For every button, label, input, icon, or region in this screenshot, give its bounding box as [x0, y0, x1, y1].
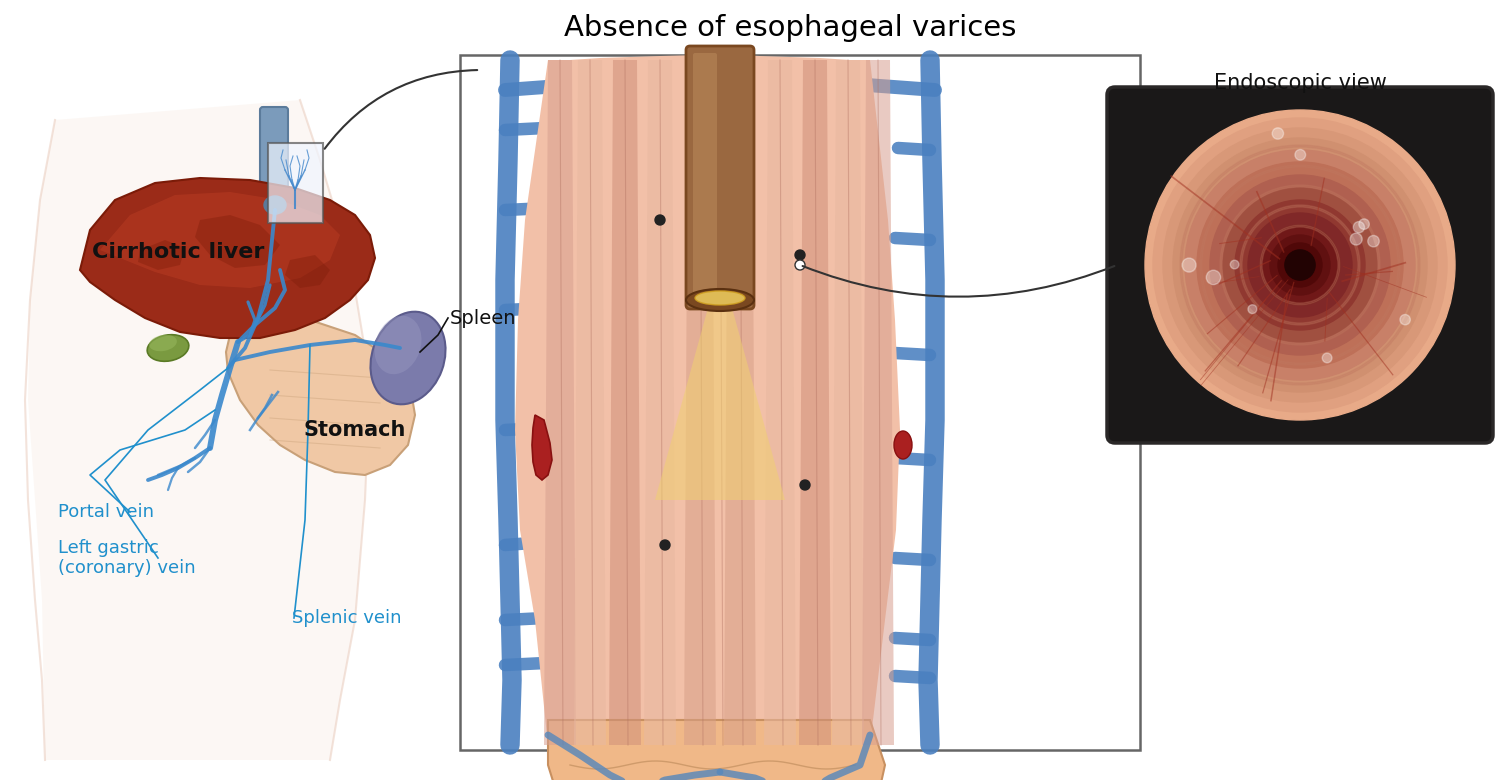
Ellipse shape [147, 335, 189, 361]
Polygon shape [656, 308, 784, 500]
Polygon shape [100, 192, 340, 288]
Circle shape [660, 540, 670, 550]
Polygon shape [28, 100, 370, 760]
Circle shape [1359, 219, 1370, 229]
Circle shape [1173, 138, 1426, 392]
FancyBboxPatch shape [686, 46, 754, 309]
Text: Splenic vein: Splenic vein [292, 609, 402, 627]
Polygon shape [644, 60, 676, 745]
Text: Cirrhotic liver: Cirrhotic liver [92, 242, 264, 262]
Polygon shape [285, 255, 330, 288]
Circle shape [1294, 150, 1305, 160]
Ellipse shape [148, 335, 177, 351]
Circle shape [1286, 250, 1316, 280]
Circle shape [1248, 305, 1257, 314]
Ellipse shape [686, 289, 754, 311]
Circle shape [1210, 175, 1390, 355]
Text: Left gastric
(coronary) vein: Left gastric (coronary) vein [58, 539, 195, 577]
Circle shape [1400, 314, 1410, 324]
Circle shape [795, 250, 806, 260]
Ellipse shape [375, 316, 422, 374]
FancyBboxPatch shape [1107, 87, 1492, 443]
Circle shape [1286, 250, 1316, 280]
Ellipse shape [370, 312, 446, 404]
Circle shape [1260, 225, 1340, 305]
Ellipse shape [894, 431, 912, 459]
Polygon shape [514, 55, 900, 745]
Polygon shape [833, 60, 864, 745]
Circle shape [1350, 233, 1362, 245]
Text: Endoscopic view: Endoscopic view [1214, 73, 1386, 93]
Polygon shape [800, 60, 831, 745]
Circle shape [800, 480, 810, 490]
Circle shape [1154, 118, 1448, 412]
Circle shape [1185, 150, 1414, 380]
Circle shape [1182, 258, 1196, 272]
Polygon shape [195, 215, 280, 268]
Polygon shape [226, 318, 416, 475]
Bar [268, 143, 322, 223]
Text: Absence of esophageal varices: Absence of esophageal varices [564, 14, 1016, 42]
Bar [460, 55, 1140, 750]
Circle shape [795, 260, 806, 270]
Polygon shape [532, 415, 552, 480]
Polygon shape [138, 240, 184, 270]
Ellipse shape [694, 291, 746, 305]
Circle shape [1197, 162, 1402, 368]
Circle shape [1278, 243, 1322, 287]
Polygon shape [80, 178, 375, 338]
Polygon shape [548, 720, 885, 780]
Circle shape [1140, 105, 1460, 425]
Circle shape [1222, 188, 1377, 342]
Polygon shape [544, 60, 576, 745]
Polygon shape [684, 60, 716, 745]
Ellipse shape [264, 196, 286, 214]
Circle shape [1234, 200, 1365, 330]
Text: Spleen: Spleen [450, 309, 516, 328]
Circle shape [1270, 235, 1330, 295]
Polygon shape [862, 60, 894, 745]
Circle shape [1162, 128, 1437, 402]
Circle shape [1353, 222, 1365, 232]
Polygon shape [764, 60, 796, 745]
Circle shape [656, 215, 664, 225]
Polygon shape [574, 60, 606, 745]
Text: Portal vein: Portal vein [58, 503, 154, 521]
Circle shape [1272, 128, 1284, 139]
Circle shape [1206, 270, 1221, 285]
FancyBboxPatch shape [260, 107, 288, 243]
Polygon shape [609, 60, 640, 745]
Circle shape [1322, 353, 1332, 363]
Circle shape [1248, 213, 1352, 317]
Circle shape [1144, 110, 1455, 420]
FancyBboxPatch shape [693, 53, 717, 297]
Text: Stomach: Stomach [304, 420, 406, 440]
Circle shape [1230, 261, 1239, 269]
Polygon shape [724, 60, 756, 745]
Circle shape [1368, 236, 1380, 247]
